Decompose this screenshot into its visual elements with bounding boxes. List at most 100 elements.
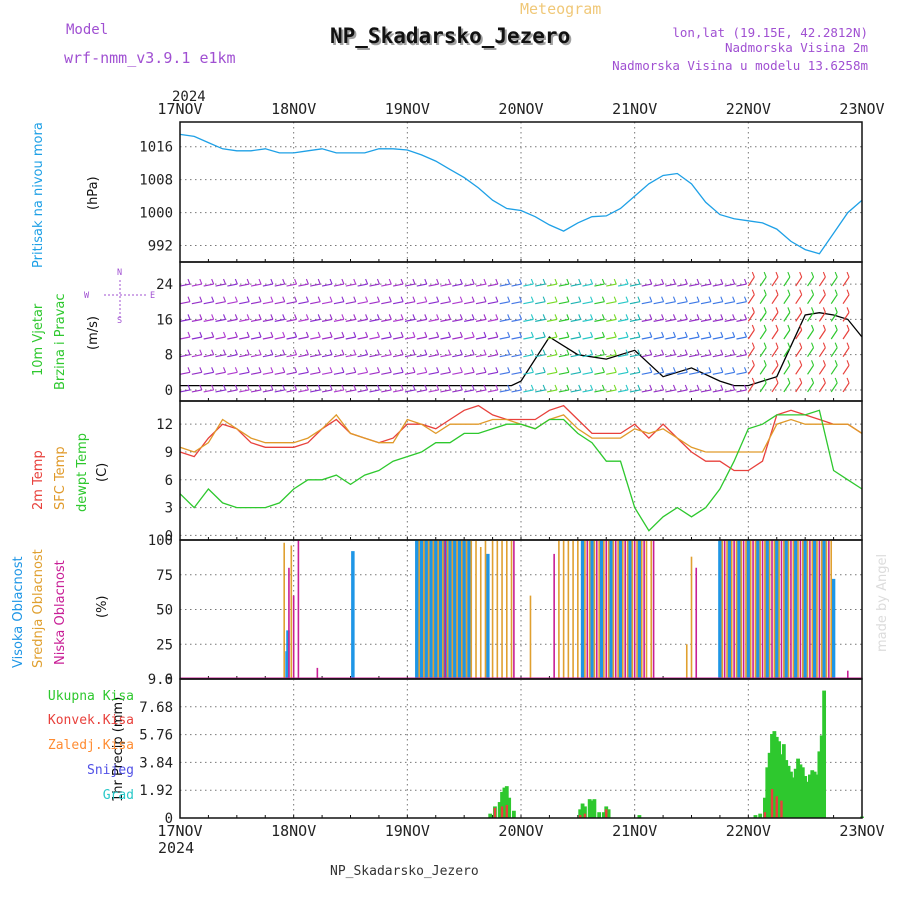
wind-barb-flag: [507, 296, 511, 302]
wind-barb-flag: [708, 349, 712, 355]
wind-barb-flag: [294, 367, 298, 373]
wind-barb: [712, 336, 723, 340]
temp-unit: (C): [95, 463, 110, 482]
wind-barb: [321, 301, 333, 305]
wind-barb: [653, 389, 664, 393]
wind-barb-flag: [294, 278, 298, 285]
wind-barb-flag: [696, 384, 700, 391]
precip-bar: [770, 789, 774, 818]
wind-barb: [321, 318, 333, 322]
wind-barb: [511, 318, 522, 322]
wind-barb-flag: [234, 384, 238, 391]
y-tick-label: 24: [156, 277, 173, 293]
y-tick-label: 50: [156, 603, 173, 619]
wind-barb: [712, 318, 723, 322]
wind-barb-flag: [834, 377, 838, 384]
wind-barb: [582, 371, 593, 375]
series-line-dewpt-temp: [179, 409, 863, 532]
wind-barb: [250, 389, 262, 393]
wind-barb: [428, 301, 439, 305]
compass-s: S: [117, 316, 122, 326]
wind-barb-flag: [751, 360, 755, 366]
pressure-unit: (hPa): [86, 176, 101, 210]
cloud-mid-label: Srednja Oblacnost: [31, 549, 46, 668]
wind-barb: [712, 301, 723, 305]
wind-barb: [227, 371, 238, 375]
wind-barb: [393, 301, 404, 305]
wind-barb: [830, 294, 838, 305]
wind-barb: [617, 318, 629, 322]
wind-barb-flag: [270, 384, 274, 391]
wind-barb-flag: [787, 342, 791, 348]
wind-barb: [369, 318, 380, 322]
wind-barb-flag: [554, 349, 558, 355]
wind-barb: [771, 312, 779, 322]
wind-barb: [499, 318, 510, 322]
wind-barb: [428, 336, 439, 340]
wind-barb-flag: [258, 314, 262, 320]
series-line-10m-vjetar: [180, 312, 863, 387]
precip-bar: [781, 744, 786, 818]
wind-barb-flag: [234, 296, 238, 302]
wind-barb-flag: [519, 314, 523, 320]
wind-barb: [807, 276, 815, 287]
wind-barb: [570, 336, 581, 340]
wind-barb-flag: [846, 377, 850, 384]
wind-barb-flag: [637, 384, 641, 391]
wind-barb-flag: [234, 314, 238, 320]
wind-barb: [511, 283, 522, 287]
wind-barb: [783, 364, 791, 375]
wind-barb: [747, 382, 755, 393]
precip-bar: [808, 774, 812, 818]
wind-barb-flag: [578, 278, 582, 285]
wind-barb-flag: [775, 307, 779, 313]
wind-barb-flag: [234, 349, 238, 355]
wind-barb: [594, 354, 605, 358]
wind-barb-flag: [353, 314, 357, 320]
wind-barb: [404, 371, 416, 375]
wind-barb-flag: [590, 278, 594, 285]
wind-barb-flag: [483, 278, 487, 285]
wind-barb: [227, 354, 238, 358]
wind-barb-flag: [223, 296, 227, 302]
wind-barb: [665, 371, 676, 375]
wind-barb-flag: [625, 367, 629, 373]
wind-barb-flag: [661, 349, 665, 355]
wind-barb: [310, 371, 321, 375]
wind-barb: [689, 354, 700, 358]
wind-barb: [475, 336, 487, 340]
wind-barb: [428, 283, 439, 287]
wind-barb-flag: [436, 331, 440, 338]
wind-barb-flag: [234, 278, 238, 285]
wind-barb: [677, 371, 688, 375]
wind-barb: [428, 354, 439, 358]
wind-barb-flag: [649, 278, 653, 285]
wind-barb-flag: [246, 278, 250, 285]
wind-barb-flag: [661, 278, 665, 285]
wind-barb: [203, 318, 214, 322]
precip-bar: [758, 813, 763, 818]
wind-barb: [771, 294, 779, 305]
precip-bar: [810, 770, 815, 818]
wind-barb: [700, 371, 712, 375]
wind-barb: [736, 283, 747, 287]
wind-barb-flag: [822, 377, 826, 384]
wind-barb-flag: [834, 342, 838, 348]
wind-barb-flag: [566, 367, 570, 373]
wind-barb-flag: [732, 367, 736, 373]
wind-barb-flag: [519, 296, 523, 302]
wind-barb-flag: [258, 278, 262, 285]
compass-w: W: [84, 291, 90, 301]
wind-barb: [594, 283, 605, 287]
precip-bar: [500, 791, 504, 818]
y-tick-label: 75: [156, 568, 173, 584]
wind-barb: [818, 329, 826, 340]
precip-bar: [592, 799, 597, 818]
wind-barb-flag: [353, 349, 357, 355]
wind-barb-flag: [459, 349, 463, 355]
wind-barb: [179, 354, 191, 358]
wind-barb: [570, 318, 581, 322]
wind-barb-flag: [542, 384, 546, 391]
wind-barb: [617, 301, 629, 305]
wind-barb: [617, 354, 629, 358]
